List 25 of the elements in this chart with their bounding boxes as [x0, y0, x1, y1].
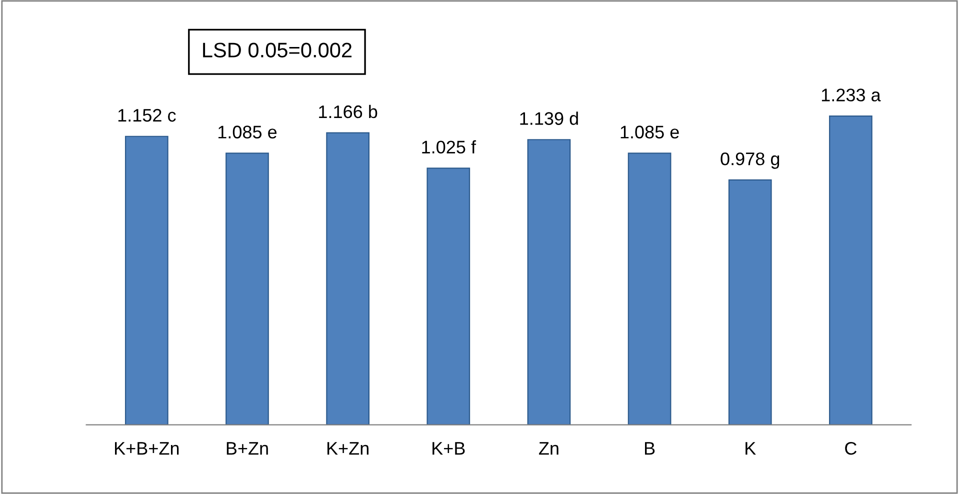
x-tick-label: K+B [432, 442, 465, 455]
data-label: 1.025 f [422, 140, 476, 154]
bar [426, 168, 470, 425]
bar [326, 132, 370, 425]
text: LSD 0.05=0.002 [203, 42, 352, 58]
data-label: 1.139 d [520, 112, 578, 125]
data-label: 1.166 b [319, 104, 378, 118]
x-tick-label: B [645, 442, 655, 455]
x-tick-label: C [845, 442, 857, 455]
data-label: 1.152 c [118, 108, 176, 122]
bar [728, 179, 772, 425]
data-label: 1.085 e [218, 126, 277, 138]
x-tick-label: B+Zn [226, 442, 268, 455]
data-label: 1.233 a [822, 88, 881, 102]
bar [527, 139, 571, 425]
bar [829, 116, 872, 425]
x-tick-label: K+B+Zn [115, 442, 179, 455]
x-tick-label: K+Zn [327, 442, 368, 455]
x-tick-label: K [746, 442, 756, 455]
x-tick-label: Zn [539, 442, 558, 455]
data-label: 1.085 e [620, 126, 679, 138]
bar [124, 136, 168, 425]
bar [628, 152, 672, 425]
data-label: 0.978 g [720, 152, 780, 169]
bar [226, 152, 269, 425]
